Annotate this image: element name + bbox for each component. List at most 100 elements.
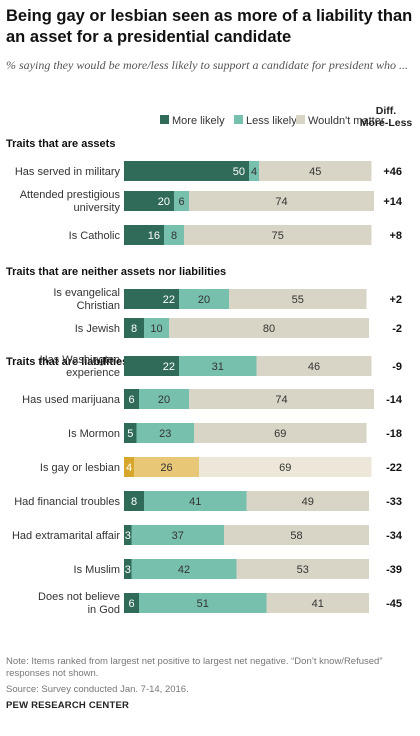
bar-more-likely-value: 8 <box>131 323 137 335</box>
bar-wouldnt-matter-value: 45 <box>309 166 321 178</box>
bar-wouldnt-matter-value: 74 <box>275 394 287 406</box>
legend-less-likely-swatch <box>234 115 243 124</box>
bar-wouldnt-matter <box>256 356 372 376</box>
legend-wouldnt-matter-swatch <box>296 115 305 124</box>
bar-wouldnt-matter <box>194 423 367 443</box>
category-label: Is gay or lesbian <box>40 462 120 474</box>
bar-less-likely-value: 26 <box>160 462 172 474</box>
category-label: Has Washington <box>40 354 120 366</box>
diff-value: -14 <box>386 394 403 406</box>
category-label: Is Jewish <box>75 323 120 335</box>
bar-less-likely-value: 6 <box>178 196 184 208</box>
bar-wouldnt-matter <box>189 389 374 409</box>
category-label: Does not believe <box>38 591 120 603</box>
chart-legend: More likely Less likely Wouldn't matter <box>160 115 385 127</box>
bar-row: Is Muslim 3 42 53 -39 <box>74 559 402 579</box>
bar-more-likely <box>124 593 139 613</box>
diff-value: -2 <box>392 323 402 335</box>
bar-row: Has served in military 50 4 45 +46 <box>15 161 402 181</box>
legend-more-likely-label: More likely <box>172 115 225 127</box>
bar-more-likely <box>124 191 174 211</box>
bar-row: Is Catholic 16 8 75 +8 <box>69 225 402 245</box>
bar-wouldnt-matter <box>189 191 374 211</box>
category-label: Is Mormon <box>68 428 120 440</box>
bar-less-likely-value: 42 <box>178 564 190 576</box>
bar-row: Is Mormon 5 23 69 -18 <box>68 423 402 443</box>
bar-wouldnt-matter <box>224 525 369 545</box>
bar-wouldnt-matter <box>169 318 369 338</box>
bar-more-likely <box>124 491 144 511</box>
bar-wouldnt-matter-value: 53 <box>297 564 309 576</box>
category-label: Had extramarital affair <box>12 530 120 542</box>
bar-less-likely <box>179 289 229 309</box>
chart-subtitle: % saying they would be more/less likely … <box>6 58 409 72</box>
bar-less-likely-value: 41 <box>189 496 201 508</box>
category-label: Has served in military <box>15 166 121 178</box>
bar-more-likely <box>124 457 134 477</box>
bar-more-likely-value: 3 <box>125 530 131 542</box>
bar-more-likely <box>124 423 137 443</box>
category-label: Is Muslim <box>74 564 120 576</box>
diff-value: -45 <box>386 598 402 610</box>
bar-wouldnt-matter-value: 49 <box>302 496 314 508</box>
bar-less-likely <box>179 356 257 376</box>
bar-less-likely-value: 37 <box>172 530 184 542</box>
diff-header-line: Diff. <box>376 105 396 117</box>
bar-row: Is gay or lesbian 4 26 69 -22 <box>40 457 402 477</box>
bar-wouldnt-matter-value: 46 <box>308 361 320 373</box>
bar-wouldnt-matter-value: 69 <box>274 428 286 440</box>
bar-row: Has used marijuana 6 20 74 -14 <box>22 389 403 409</box>
bar-wouldnt-matter-value: 69 <box>279 462 291 474</box>
diff-header-line: More-Less <box>360 117 413 129</box>
bar-wouldnt-matter-value: 74 <box>275 196 287 208</box>
plot-area: Traits that are assets Has served in mili… <box>6 138 403 616</box>
legend-wouldnt-matter-label: Wouldn't matter <box>308 115 385 127</box>
diff-value: -9 <box>392 361 402 373</box>
bar-less-likely-value: 23 <box>159 428 171 440</box>
source-note: Source: Survey conducted Jan. 7-14, 2016… <box>6 684 189 695</box>
diff-column-header: Diff.More-Less <box>360 105 413 129</box>
bar-less-likely-value: 20 <box>198 294 210 306</box>
bar-less-likely <box>131 525 224 545</box>
category-label: Has used marijuana <box>22 394 121 406</box>
bar-row: Had financial troubles 8 41 49 -33 <box>14 491 402 511</box>
bar-wouldnt-matter-value: 80 <box>263 323 275 335</box>
bar-more-likely-value: 50 <box>233 166 245 178</box>
chart-title: Being gay or lesbian seen as more of a l… <box>6 7 413 46</box>
bar-wouldnt-matter-value: 41 <box>312 598 324 610</box>
bar-wouldnt-matter-value: 58 <box>290 530 302 542</box>
diff-value: +8 <box>389 230 402 242</box>
bar-less-likely-value: 31 <box>212 361 224 373</box>
bar-wouldnt-matter <box>199 457 372 477</box>
category-label: Had financial troubles <box>14 496 120 508</box>
bar-more-likely-value: 22 <box>163 294 175 306</box>
bar-wouldnt-matter <box>229 289 367 309</box>
bar-less-likely <box>134 457 199 477</box>
bar-more-likely <box>124 225 164 245</box>
group-heading: Traits that are assets <box>6 138 115 150</box>
bar-less-likely <box>136 423 194 443</box>
bar-less-likely-value: 8 <box>171 230 177 242</box>
diff-value: +46 <box>383 166 402 178</box>
bar-more-likely <box>124 559 132 579</box>
bar-wouldnt-matter <box>246 491 369 511</box>
bar-less-likely <box>164 225 184 245</box>
diff-value: -18 <box>386 428 402 440</box>
category-label: Is evangelical <box>53 287 120 299</box>
bar-wouldnt-matter <box>259 161 372 181</box>
diff-value: -33 <box>386 496 402 508</box>
diff-value: -22 <box>386 462 402 474</box>
bar-wouldnt-matter <box>266 593 369 613</box>
bar-more-likely-value: 22 <box>163 361 175 373</box>
bar-more-likely-value: 3 <box>125 564 131 576</box>
bar-more-likely-value: 6 <box>128 598 134 610</box>
bar-more-likely <box>124 289 179 309</box>
bar-more-likely <box>124 161 249 181</box>
bar-more-likely-value: 8 <box>131 496 137 508</box>
diff-value: -39 <box>386 564 402 576</box>
bar-more-likely-value: 4 <box>126 462 132 474</box>
